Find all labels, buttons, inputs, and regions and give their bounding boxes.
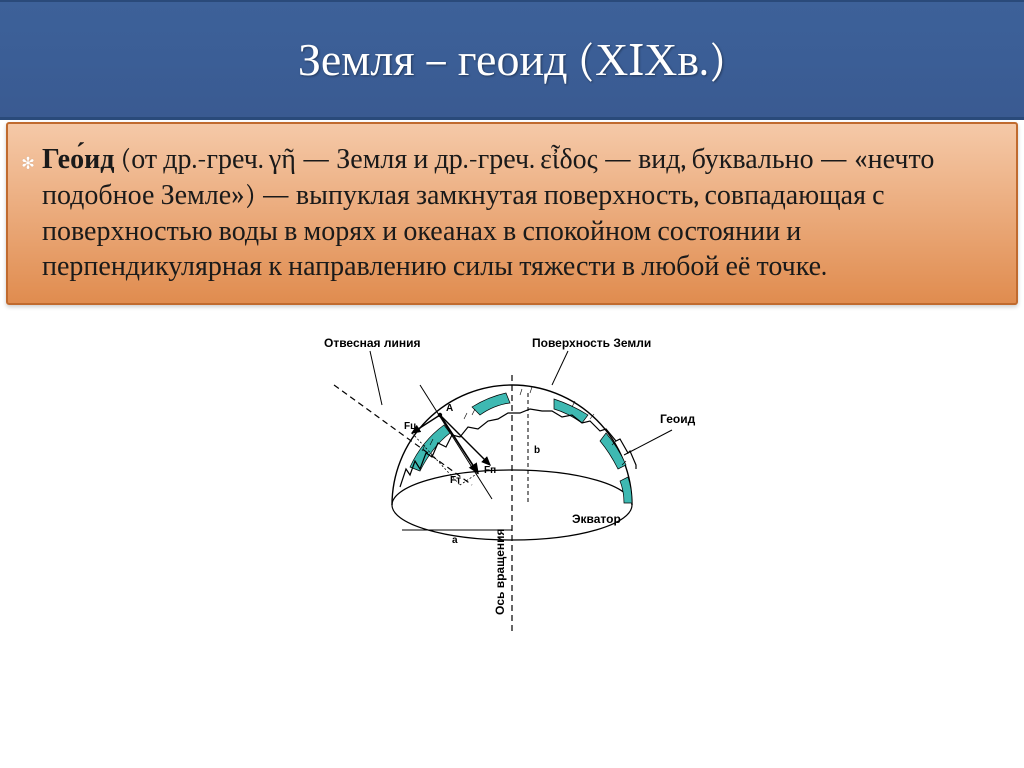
bullet-icon: ✻	[22, 150, 34, 174]
label-equator: Экватор	[572, 512, 621, 526]
definition-text: Гео́ид (от др.-греч. γῆ — Земля и др.-гр…	[42, 142, 992, 285]
label-point-a: A	[446, 403, 453, 414]
label-fc: Fц	[404, 421, 417, 432]
term: Гео́ид	[42, 143, 114, 175]
label-geoid: Геоид	[660, 412, 696, 426]
geoid-leader	[624, 430, 672, 455]
term-description: (от др.-греч. γῆ — Земля и др.-греч. εἶδ…	[42, 143, 934, 282]
surface-leader	[552, 351, 568, 385]
label-fp: Fп	[484, 465, 496, 476]
label-surface: Поверхность Земли	[532, 336, 651, 350]
geoid-diagram: b Экватор a Геоид Поверхность Земли Отве…	[272, 315, 752, 645]
parallelogram-2	[460, 473, 478, 485]
label-b: b	[534, 445, 540, 456]
definition-box: ✻ Гео́ид (от др.-греч. γῆ — Земля и др.-…	[6, 122, 1018, 305]
title-bar: Земля – геоид (ХIХв.)	[0, 0, 1024, 120]
label-a: a	[452, 535, 458, 546]
vector-fp	[440, 415, 490, 465]
diagram-container: b Экватор a Геоид Поверхность Земли Отве…	[0, 315, 1024, 645]
label-plumb: Отвесная линия	[324, 336, 421, 350]
label-axis: Ось вращения	[493, 529, 507, 616]
page-title: Земля – геоид (ХIХв.)	[298, 33, 726, 87]
earth-surface	[400, 387, 636, 503]
vector-fg	[440, 415, 478, 473]
plumb-leader	[370, 351, 382, 405]
